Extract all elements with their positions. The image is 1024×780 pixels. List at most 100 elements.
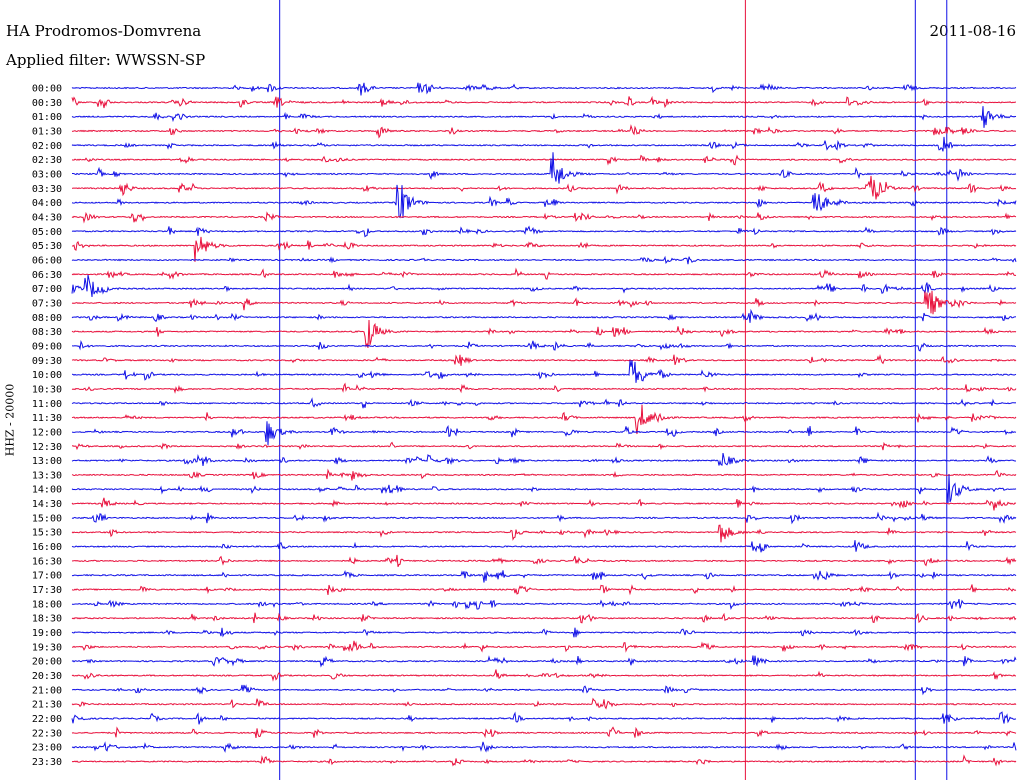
trace-row [71,353,1017,366]
trace-row [71,511,1017,525]
trace-row [71,136,1017,152]
row-time-label: 01:00 [32,112,62,123]
row-time-label: 14:30 [32,499,62,510]
row-time-label: 01:30 [32,126,62,137]
trace-row [71,524,1017,543]
row-time-label: 06:30 [32,270,62,281]
trace-row [71,697,1017,710]
trace-row [71,225,1017,238]
row-time-label: 19:30 [32,642,62,653]
row-time-labels: 00:00 00:30 01:00 01:30 02:00 02:30 03:00 03:30… [32,84,62,769]
row-time-label: 13:00 [32,456,62,467]
trace-row [71,106,1017,128]
row-time-label: 19:00 [32,628,62,639]
seismogram-traces [71,82,1017,767]
row-time-label: 21:30 [32,700,62,711]
trace-row [71,540,1017,553]
trace-row [71,95,1016,109]
row-time-label: 04:30 [32,212,62,223]
row-time-label: 03:30 [32,184,62,195]
row-time-label: 20:00 [32,657,62,668]
row-time-label: 15:30 [32,528,62,539]
trace-row [71,319,1017,349]
row-time-label: 20:30 [32,671,62,682]
row-time-label: 05:30 [32,241,62,252]
row-time-label: 10:30 [32,384,62,395]
row-time-label: 11:30 [32,413,62,424]
row-time-label: 22:00 [32,714,62,725]
row-time-label: 11:00 [32,399,62,410]
trace-row [71,754,1017,767]
trace-row [71,154,1017,166]
trace-row [72,175,1017,200]
trace-row [71,82,1017,96]
row-time-label: 00:00 [32,84,62,95]
trace-row [71,308,1017,323]
trace-row [71,421,1017,446]
trace-row [71,627,1017,638]
row-time-label: 17:30 [32,585,62,596]
trace-row [71,404,1017,435]
row-time-label: 16:30 [32,556,62,567]
trace-row [71,124,1017,139]
trace-row [71,655,1017,668]
row-time-label: 09:00 [32,341,62,352]
trace-row [71,184,1017,219]
row-time-label: 22:30 [32,728,62,739]
trace-row [71,584,1017,596]
trace-row [71,570,1017,583]
trace-row [71,397,1017,409]
trace-row [71,267,1017,280]
trace-row [71,255,1017,265]
trace-row [71,468,1017,481]
row-time-label: 23:30 [32,757,62,768]
trace-row [71,741,1017,753]
trace-row [71,382,1017,394]
trace-row [71,360,1017,383]
row-time-label: 12:30 [32,442,62,453]
trace-row [71,452,1016,466]
row-time-label: 08:30 [32,327,62,338]
time-markers [279,0,948,780]
trace-row [71,669,1016,682]
filter-label: Applied filter: WWSSN-SP [6,51,206,69]
date-label: 2011-08-16 [929,22,1016,40]
row-time-label: 18:30 [32,614,62,625]
row-time-label: 08:00 [32,313,62,324]
row-time-label: 17:00 [32,571,62,582]
trace-row [71,236,1017,262]
row-time-label: 05:00 [32,227,62,238]
trace-row [71,711,1017,725]
row-time-label: 07:00 [32,284,62,295]
row-time-label: 12:00 [32,427,62,438]
row-time-label: 14:00 [32,485,62,496]
trace-row [71,497,1017,511]
trace-row [71,441,1016,451]
row-time-label: 00:30 [32,98,62,109]
row-time-label: 03:00 [32,169,62,180]
trace-row [72,339,1016,352]
row-time-label: 02:30 [32,155,62,166]
row-time-label: 16:00 [32,542,62,553]
trace-row [71,612,1017,624]
trace-row [71,290,1017,315]
row-time-label: 21:00 [32,685,62,696]
trace-row [71,554,1017,567]
trace-row [71,640,1017,653]
row-time-label: 15:00 [32,513,62,524]
trace-row [71,726,1017,739]
row-time-label: 02:00 [32,141,62,152]
trace-row [71,211,1017,224]
trace-row [71,274,1017,298]
row-time-label: 23:00 [32,743,62,754]
trace-row [71,598,1017,610]
row-time-label: 13:30 [32,470,62,481]
station-title: HA Prodromos-Domvrena [6,22,202,40]
row-time-label: 07:30 [32,298,62,309]
trace-row [72,152,1017,184]
row-time-label: 18:00 [32,599,62,610]
trace-row [71,474,1017,504]
row-time-label: 04:00 [32,198,62,209]
trace-row [71,684,1017,696]
row-time-label: 09:30 [32,356,62,367]
